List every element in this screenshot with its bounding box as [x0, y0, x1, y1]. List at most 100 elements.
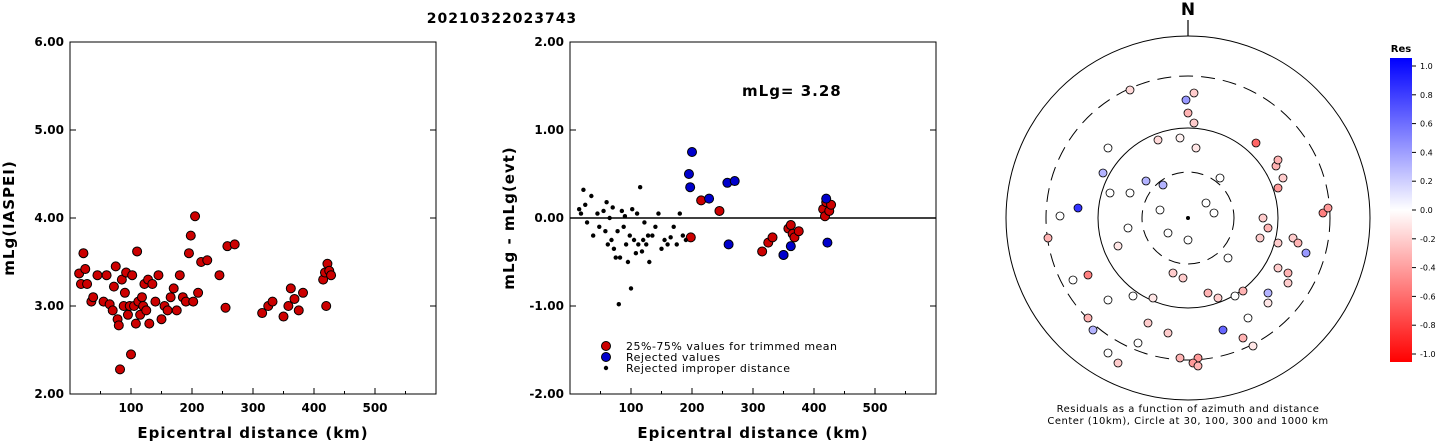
panel-residual-xtick-label: 200	[679, 401, 704, 415]
panel-mlg-point-series-0	[110, 261, 121, 272]
polar-residual-point	[1323, 203, 1333, 213]
colorbar-ticks: 1.0 0.8 0.6 0.4 0.2 0.0 -0.2 -0.4 -0.6 -0.8 -1.0	[1412, 62, 1436, 359]
polar-residual-point	[1088, 325, 1098, 335]
panel-residual-point-series-0	[793, 226, 804, 237]
polar-caption-line-2: Center (10km), Circle at 30, 100, 300 an…	[1047, 416, 1328, 427]
panel-residual-points	[576, 147, 837, 307]
panel-residual-point-series-2	[674, 242, 679, 247]
polar-residual-point	[1209, 208, 1219, 218]
panel-mlg-point-series-0	[283, 301, 294, 311]
panel-mlg-point-series-0	[193, 287, 204, 298]
panel-residual-point-series-1	[822, 237, 833, 248]
panel-residual-point-series-2	[578, 211, 584, 216]
panel-residual-point-series-2	[615, 229, 620, 234]
polar-residual-point	[1293, 238, 1303, 248]
panel-mlg-point-series-0	[147, 279, 158, 289]
polar-residual-point	[1068, 275, 1078, 285]
polar-residual-point	[1263, 223, 1273, 233]
polar-residual-point	[1248, 341, 1258, 351]
polar-residual-point	[1168, 268, 1178, 278]
polar-residual-point	[1251, 138, 1261, 148]
legend-marker	[601, 341, 611, 351]
panel-residual-point-series-2	[609, 237, 614, 243]
panel-mlg-point-series-0	[126, 349, 136, 360]
polar-residual-point	[1043, 233, 1053, 243]
polar-residual-point	[1213, 293, 1223, 303]
panel-mlg-ytick-label: 3.00	[34, 299, 64, 313]
polar-residual-point	[1218, 325, 1228, 335]
panel-residual-point-series-2	[581, 187, 586, 193]
polar-residual-point	[1183, 235, 1193, 245]
panel-mlg-point-series-0	[141, 305, 152, 316]
colorbar-tick-label: 0.6	[1420, 120, 1433, 129]
panel-mlg-ylabel: mLg(IASPEI)	[0, 160, 18, 275]
panel-mlg-point-series-0	[190, 211, 201, 222]
polar-residual-point	[1113, 358, 1123, 368]
panel-residual: 100 200 300 400 500 -2.00 -1.00 0.00 1.00 2.00 mL…	[500, 35, 937, 441]
panel-mlg-point-series-0	[136, 292, 147, 303]
polar-points	[1043, 85, 1333, 371]
polar-residual-point	[1273, 155, 1283, 165]
panel-mlg: 100 200 300 400 500 2.00 3.00 4.00 5.00 6.00 Epic…	[0, 35, 437, 441]
polar-residual-point	[1141, 176, 1151, 186]
polar-residual-point	[1191, 143, 1201, 153]
panel-polar: N Residuals as a function of azimuth and…	[1005, 0, 1371, 427]
polar-residual-point	[1163, 228, 1173, 238]
panel-mlg-point-series-0	[278, 311, 289, 322]
panel-residual-point-series-2	[631, 237, 637, 243]
polar-residual-point	[1203, 288, 1213, 298]
panel-residual-point-series-2	[645, 233, 651, 238]
polar-residual-point	[1055, 211, 1065, 221]
panel-residual-ytick-label: -2.00	[529, 387, 564, 401]
polar-residual-point	[1178, 273, 1188, 283]
polar-residual-point	[1273, 263, 1283, 273]
panel-mlg-point-series-0	[156, 314, 167, 325]
panel-mlg-xtick-label: 400	[301, 401, 326, 415]
panel-residual-point-series-0	[685, 232, 696, 243]
legend-label: Rejected improper distance	[626, 362, 791, 375]
panel-mlg-point-series-0	[92, 270, 103, 281]
polar-residual-point	[1125, 85, 1135, 95]
panel-residual-point-series-2	[630, 207, 635, 212]
panel-mlg-point-series-0	[188, 296, 199, 307]
polar-residual-point	[1238, 286, 1248, 296]
polar-residual-point	[1148, 293, 1158, 303]
panel-mlg-point-series-0	[293, 305, 304, 316]
panel-mlg-point-series-0	[127, 270, 138, 281]
panel-mlg-point-series-0	[115, 364, 126, 375]
colorbar-tick-label: -1.0	[1420, 350, 1436, 359]
polar-ring-300km	[1045, 75, 1331, 361]
colorbar-tick-label: -0.2	[1420, 235, 1436, 244]
polar-residual-point	[1153, 135, 1163, 145]
panel-mlg-point-series-0	[220, 302, 231, 313]
polar-residual-point	[1273, 183, 1283, 193]
panel-residual-xtick-label: 300	[740, 401, 765, 415]
panel-residual-point-series-2	[653, 224, 658, 229]
panel-residual-point-series-2	[644, 242, 649, 247]
panel-residual-point-series-2	[665, 242, 670, 247]
polar-residual-point	[1163, 328, 1173, 338]
polar-residual-point	[1175, 133, 1185, 143]
panel-residual-point-series-1	[685, 182, 696, 193]
panel-residual-point-series-1	[704, 193, 715, 204]
panel-mlg-point-series-0	[80, 264, 91, 275]
panel-mlg-point-series-0	[78, 248, 89, 259]
panel-residual-point-series-0	[767, 232, 778, 243]
colorbar-tick-label: 0.0	[1420, 206, 1433, 215]
polar-center	[1186, 216, 1190, 220]
panel-mlg-point-series-0	[298, 287, 309, 298]
panel-residual-point-series-2	[634, 211, 640, 216]
panel-residual-point-series-2	[619, 208, 625, 214]
polar-residual-point	[1215, 173, 1225, 183]
panel-residual-ytick-label: 1.00	[534, 123, 564, 137]
panel-residual-xtick-label: 500	[862, 401, 887, 415]
panel-residual-point-series-2	[583, 202, 588, 207]
panel-mlg-ticks: 100 200 300 400 500 2.00 3.00 4.00 5.00 6.00	[34, 35, 436, 415]
colorbar-tick-label: 0.8	[1420, 91, 1433, 100]
panel-residual-point-series-2	[683, 237, 689, 243]
colorbar-gradient	[1390, 58, 1412, 362]
panel-mlg-point-series-0	[285, 283, 296, 294]
panel-residual-point-series-2	[623, 242, 629, 247]
polar-residual-point	[1283, 268, 1293, 278]
